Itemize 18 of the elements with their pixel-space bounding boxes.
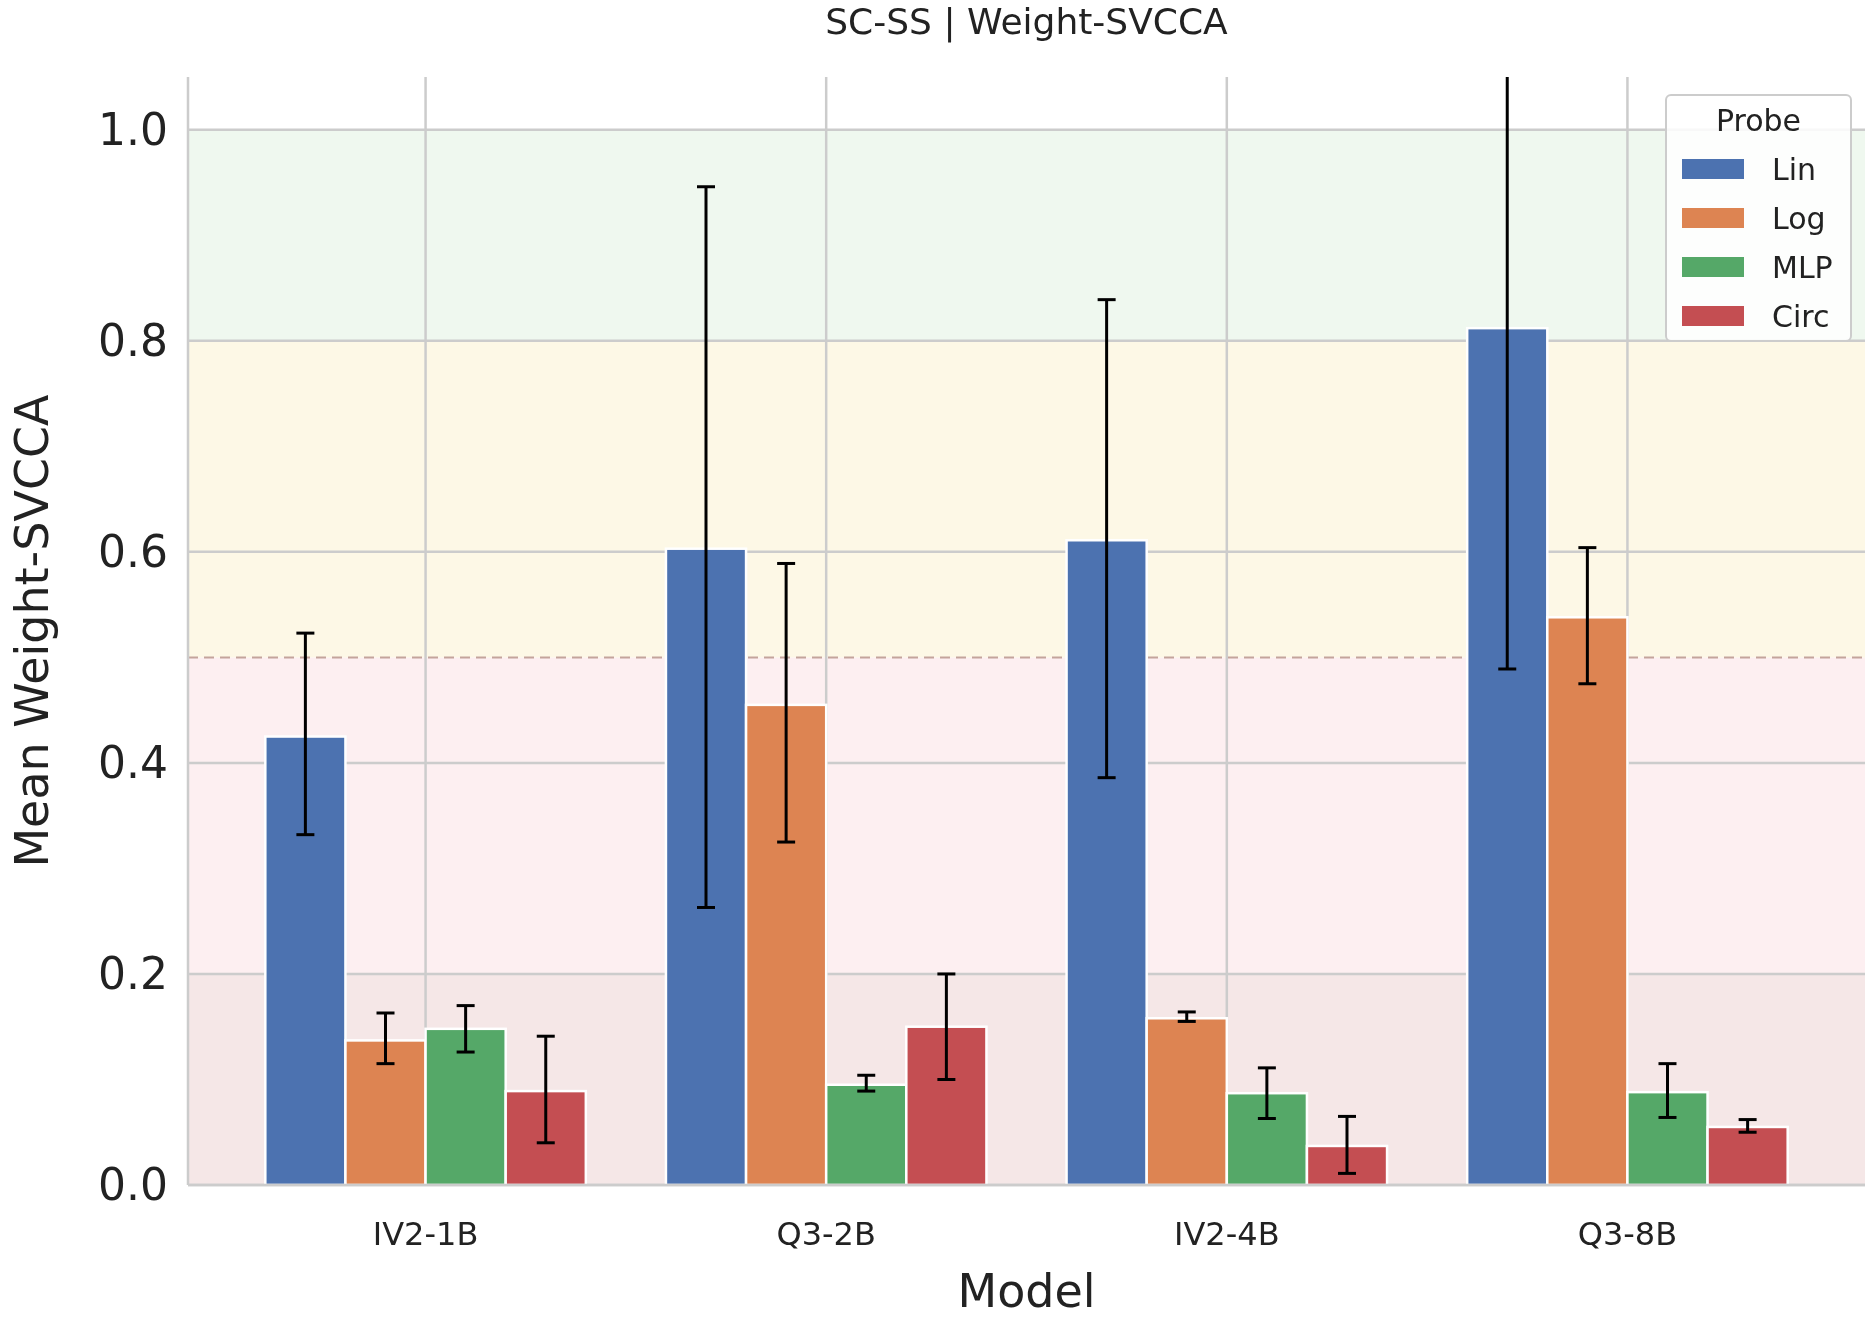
legend-label: Lin [1772, 151, 1817, 187]
x-tick-label: Q3-2B [776, 1215, 876, 1253]
legend-label: MLP [1772, 249, 1833, 285]
x-tick-label: IV2-1B [372, 1215, 479, 1253]
legend-label: Circ [1772, 298, 1830, 334]
y-tick-label: 0.0 [98, 1159, 168, 1211]
x-tick-label: IV2-4B [1174, 1215, 1280, 1253]
x-axis-title: Model [957, 1264, 1096, 1318]
y-tick-label: 0.2 [98, 948, 168, 1000]
legend-title: Probe [1715, 103, 1802, 138]
chart-title: SC-SS | Weight-SVCCA [825, 1, 1229, 43]
x-tick-label: Q3-8B [1577, 1215, 1678, 1253]
y-axis-title: Mean Weight-SVCCA [5, 393, 59, 868]
y-tick-label: 1.0 [98, 104, 168, 156]
legend-label: Log [1772, 200, 1826, 236]
y-tick-label: 0.8 [98, 315, 168, 367]
y-tick-label: 0.6 [98, 526, 168, 578]
y-tick-label: 0.4 [98, 737, 168, 789]
